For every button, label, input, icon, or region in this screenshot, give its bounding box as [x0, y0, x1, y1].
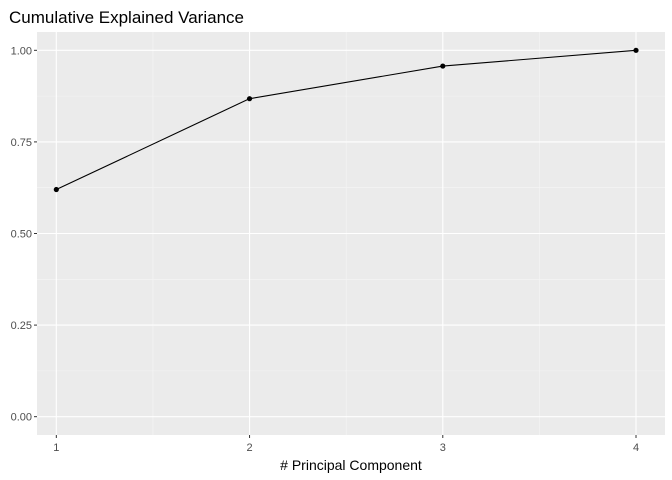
data-point: [53, 186, 59, 193]
x-tick-label: 2: [246, 442, 252, 454]
y-tick-label: 0.25: [11, 320, 32, 332]
x-tick-label: 1: [53, 442, 59, 454]
chart-title: Cumulative Explained Variance: [9, 8, 244, 27]
grid-layer: [37, 32, 665, 435]
x-tick-label: 3: [440, 442, 446, 454]
y-tick-label: 0.00: [11, 412, 32, 424]
series-line: [56, 49, 637, 191]
y-tick-label: 1.00: [11, 45, 32, 57]
line-layer: [56, 49, 637, 191]
x-axis-title: # Principal Component: [280, 457, 422, 473]
point-layer: [53, 47, 639, 193]
x-axis: 1 2 3 4: [53, 435, 639, 454]
y-axis: 0.00 0.25 0.50 0.75 1.00: [11, 45, 37, 424]
x-tick-label: 4: [633, 442, 639, 454]
y-tick-label: 0.75: [11, 137, 32, 149]
y-tick-label: 0.50: [11, 229, 32, 241]
data-point: [440, 63, 446, 69]
data-point: [633, 47, 639, 53]
data-point: [246, 96, 253, 102]
